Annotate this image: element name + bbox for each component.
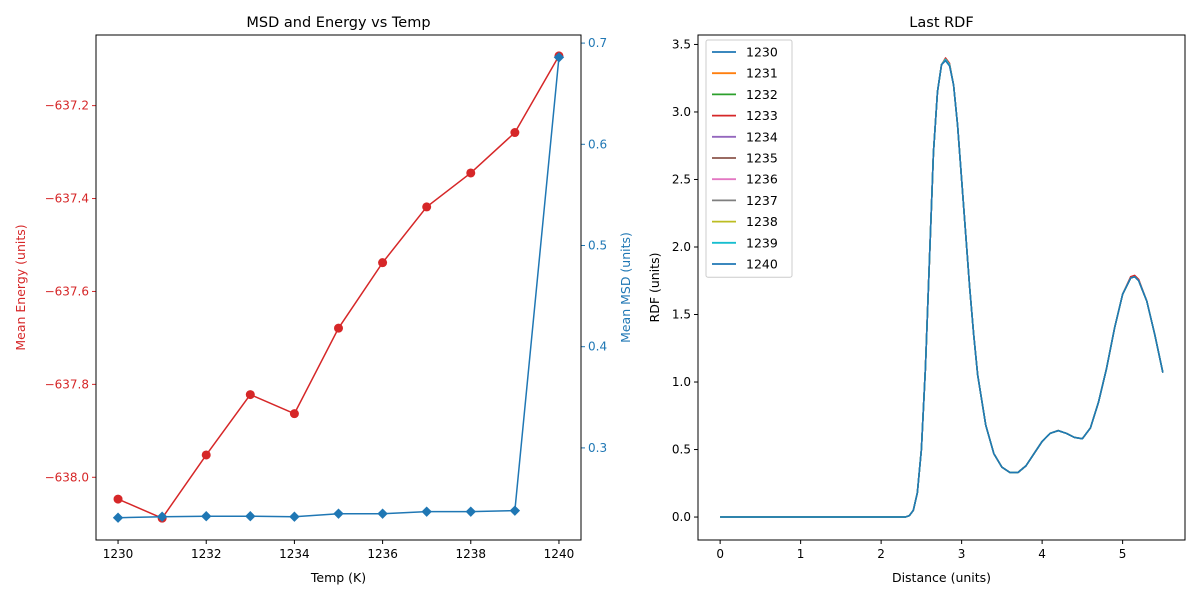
legend-label: 1232 <box>746 87 778 102</box>
msd-point <box>156 511 168 522</box>
msd-point <box>333 508 344 519</box>
rdf-y-axis-label: RDF (units) <box>647 253 662 323</box>
right-y-tick-label: 0.6 <box>588 137 607 151</box>
legend-label: 1235 <box>746 151 778 166</box>
left-y-tick-label: −637.4 <box>45 192 89 206</box>
x-tick-label: 1234 <box>279 547 310 561</box>
left-plot-area: 1230 1232 1234 1236 1238 1240 −638.0 −637.8 −637… <box>45 36 608 561</box>
msd-point <box>465 506 476 517</box>
energy-point <box>466 168 476 178</box>
right-y-axis-label: Mean MSD (units) <box>618 232 633 343</box>
rdf-x-tick-label: 2 <box>877 547 885 561</box>
msd-point <box>509 505 521 516</box>
left-y-axis-label: Mean Energy (units) <box>13 224 28 350</box>
energy-msd-panel: MSD and Energy vs Temp 1230 1232 1234 1236 1… <box>13 15 633 585</box>
legend-label: 1239 <box>746 235 778 250</box>
msd-point <box>553 52 565 63</box>
rdf-y-tick-label: 1.0 <box>672 375 691 389</box>
x-tick-label: 1230 <box>103 547 134 561</box>
legend-label: 1233 <box>746 108 778 123</box>
rdf-legend: 1230 1231 1232 1233 1234 1235 1236 1237 1238 1239… <box>705 39 793 278</box>
msd-point <box>289 511 300 522</box>
energy-point <box>422 202 432 212</box>
x-tick-label: 1232 <box>191 547 222 561</box>
legend-label: 1234 <box>746 129 778 144</box>
rdf-panel: Last RDF 0 1 2 3 4 50.00.51.01.52.02.53.03.5 … <box>647 15 1186 585</box>
right-y-tick-label: 0.5 <box>588 239 607 253</box>
rdf-y-tick-label: 0.5 <box>672 443 691 457</box>
right-y-tick-label: 0.3 <box>588 441 607 455</box>
left-x-axis-label: Temp (K) <box>310 570 366 585</box>
right-plot-area: 0 1 2 3 4 50.00.51.01.52.02.53.03.5 <box>672 37 1164 561</box>
right-axes-frame <box>697 34 1186 541</box>
legend-label: 1240 <box>746 257 778 272</box>
x-tick-label: 1240 <box>544 547 575 561</box>
left-y-tick-label: −637.2 <box>45 99 89 113</box>
legend-label: 1237 <box>746 193 778 208</box>
energy-point <box>378 258 388 268</box>
rdf-x-tick-label: 1 <box>797 547 805 561</box>
left-y-tick-label: −637.6 <box>45 284 89 298</box>
legend-box <box>705 39 793 278</box>
legend-label: 1238 <box>746 214 778 229</box>
rdf-y-tick-label: 2.0 <box>672 240 691 254</box>
energy-point <box>113 494 123 504</box>
legend-label: 1236 <box>746 172 778 187</box>
energy-point <box>201 450 211 460</box>
x-tick-label: 1236 <box>367 547 398 561</box>
rdf-x-tick-label: 0 <box>716 547 724 561</box>
energy-point <box>289 409 299 419</box>
energy-point <box>334 323 343 333</box>
rdf-y-tick-label: 1.5 <box>672 308 691 322</box>
legend-label: 1231 <box>746 66 778 81</box>
left-y-tick-label: −637.8 <box>45 377 89 391</box>
energy-point <box>510 128 520 138</box>
rdf-x-tick-label: 3 <box>958 547 966 561</box>
right-y-tick-label: 0.7 <box>588 36 607 50</box>
right-y-tick-label: 0.4 <box>588 340 607 354</box>
right-chart-title: Last RDF <box>909 15 973 31</box>
legend-label: 1230 <box>746 45 778 60</box>
rdf-x-tick-label: 4 <box>1038 547 1046 561</box>
rdf-y-tick-label: 3.0 <box>672 105 691 119</box>
msd-point <box>245 511 256 522</box>
rdf-series-1240 <box>720 59 1164 518</box>
left-chart-title: MSD and Energy vs Temp <box>246 15 430 31</box>
x-tick-label: 1238 <box>455 547 486 561</box>
msd-point <box>377 508 388 519</box>
left-axes-frame <box>95 34 582 541</box>
rdf-x-tick-label: 5 <box>1119 547 1127 561</box>
msd-point <box>421 506 432 517</box>
msd-point <box>201 511 212 522</box>
left-y-tick-label: −638.0 <box>45 470 89 484</box>
rdf-y-tick-label: 2.5 <box>672 172 691 186</box>
rdf-x-axis-label: Distance (units) <box>892 570 991 585</box>
rdf-y-tick-label: 3.5 <box>672 37 691 51</box>
energy-point <box>245 390 255 400</box>
msd-point <box>112 512 124 523</box>
rdf-y-tick-label: 0.0 <box>672 510 691 524</box>
